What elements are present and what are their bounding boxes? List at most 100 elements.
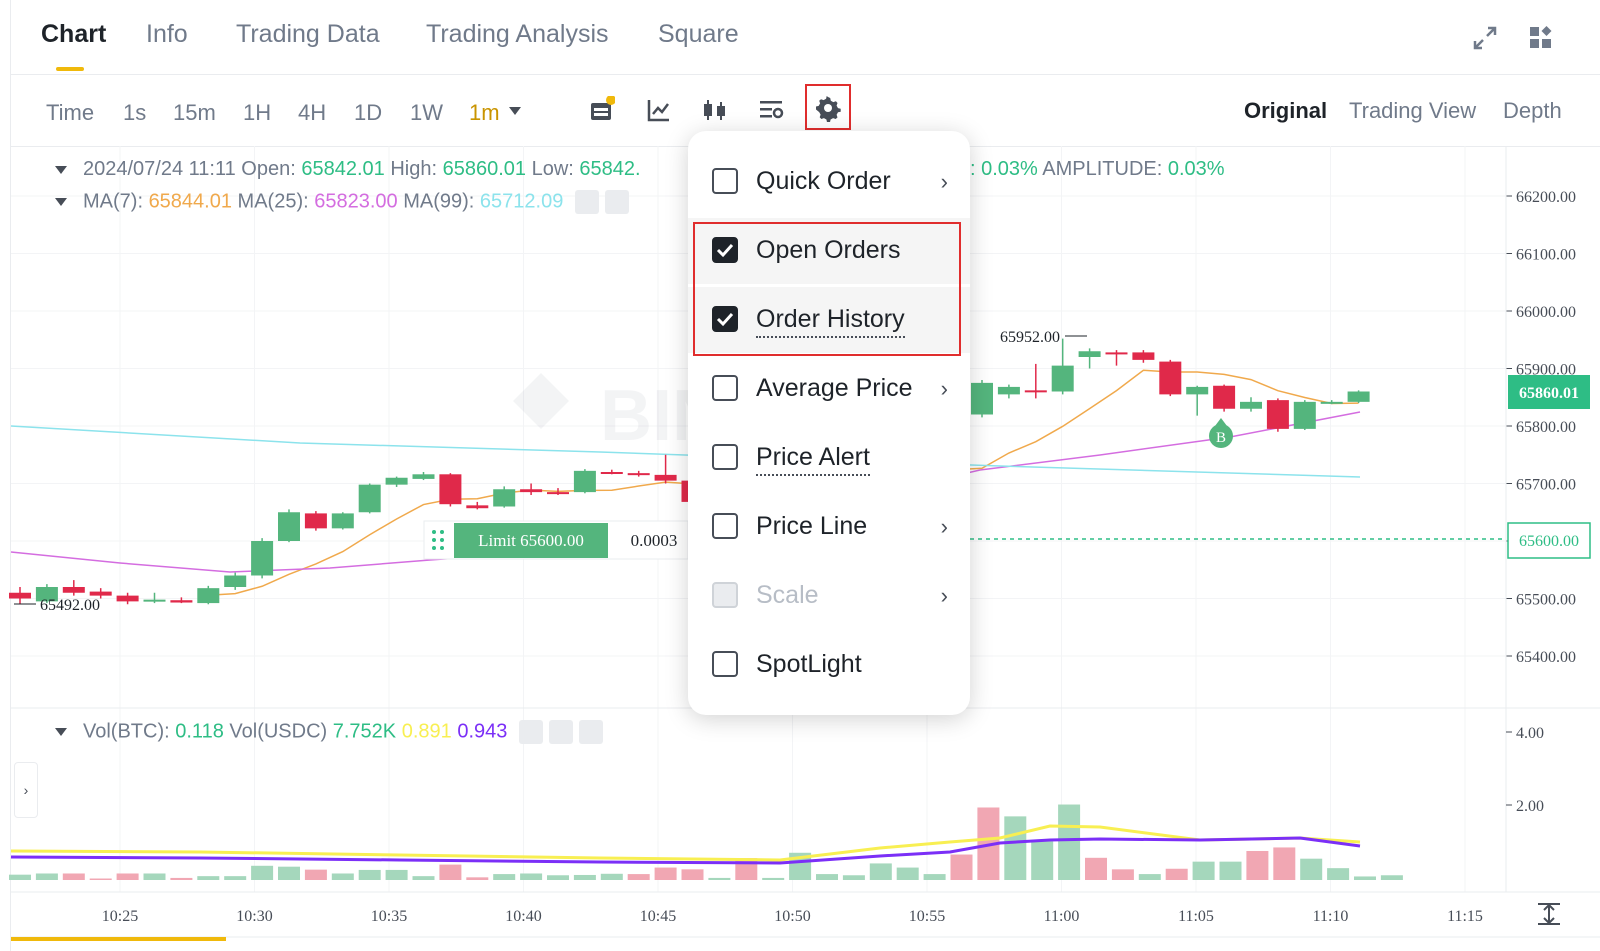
limit-order-qty: 0.0003: [631, 531, 678, 550]
candle-body: [1213, 385, 1236, 409]
candle-body: [224, 575, 247, 587]
menu-item-average-price[interactable]: Average Price ›: [688, 356, 970, 422]
view-depth[interactable]: Depth: [1503, 98, 1562, 123]
volume-bar: [35, 873, 58, 880]
tab-chart[interactable]: Chart: [41, 20, 107, 48]
close-icon[interactable]: [578, 720, 603, 744]
candle-body: [1240, 401, 1262, 409]
timeframe-4h[interactable]: 4H: [298, 100, 327, 125]
tab-info[interactable]: Info: [146, 20, 188, 48]
calendar-icon[interactable]: [587, 96, 615, 124]
expand-panel-button[interactable]: ›: [14, 762, 38, 818]
timeframe-1d[interactable]: 1D: [354, 100, 383, 125]
candle-body: [1159, 361, 1182, 395]
volume-bar: [547, 875, 569, 880]
collapse-triangle-icon[interactable]: [55, 165, 67, 174]
ma99-line: [10, 425, 1361, 478]
candlestick-type-icon[interactable]: [701, 96, 729, 124]
timeframe-dropdown-icon[interactable]: [509, 107, 521, 115]
limit-price-tag: [1507, 522, 1591, 559]
candle-body: [466, 505, 489, 509]
candle-body: [89, 591, 112, 596]
collapse-triangle-icon[interactable]: [55, 198, 67, 206]
price-tick-label: 65700.00: [1516, 477, 1576, 494]
candle-body: [1347, 391, 1370, 402]
timeframe-time[interactable]: Time: [46, 100, 95, 125]
volume-bar: [1380, 875, 1403, 880]
volume-bar: [816, 874, 838, 880]
menu-item-price-line[interactable]: Price Line ›: [688, 494, 970, 560]
candle-body: [1293, 401, 1316, 429]
menu-item-spotlight[interactable]: SpotLight: [688, 632, 970, 698]
gear-icon[interactable]: [814, 94, 842, 122]
price-tick-label: 65400.00: [1516, 649, 1576, 666]
volume-bar: [358, 869, 381, 880]
tab-square[interactable]: Square: [658, 20, 739, 48]
volume-bar: [600, 873, 623, 880]
volume-bar: [762, 877, 785, 880]
price-tick-label: 66200.00: [1516, 189, 1576, 206]
time-tick-label: 11:15: [1447, 908, 1483, 925]
timeframe-1s[interactable]: 1s: [123, 100, 147, 125]
scroll-progress-bar: [11, 937, 226, 941]
view-trading-view[interactable]: Trading View: [1349, 98, 1477, 123]
indicator-icon[interactable]: [645, 96, 673, 124]
high-marker-text: 65952.00: [1000, 329, 1060, 346]
menu-item-open-orders[interactable]: Open Orders: [688, 218, 970, 284]
low-marker-text: 65492.00: [40, 597, 100, 614]
tab-trading-data[interactable]: Trading Data: [236, 20, 380, 48]
volume-bar: [1111, 869, 1134, 880]
gear-icon[interactable]: [548, 720, 573, 744]
checkbox-checked[interactable]: [712, 237, 738, 263]
timeframe-selected[interactable]: 1m: [469, 100, 500, 125]
checkbox[interactable]: [712, 168, 738, 194]
candle-body: [251, 541, 274, 576]
collapse-triangle-icon[interactable]: [55, 728, 67, 736]
checkbox[interactable]: [712, 513, 738, 539]
volume-bar: [62, 873, 85, 880]
candle-body: [1132, 352, 1155, 360]
timeframe-15m[interactable]: 15m: [173, 100, 216, 125]
view-original[interactable]: Original: [1244, 98, 1328, 123]
checkbox[interactable]: [712, 375, 738, 401]
tab-trading-analysis[interactable]: Trading Analysis: [426, 20, 609, 48]
time-tick-label: 10:45: [640, 908, 676, 925]
checkbox[interactable]: [712, 651, 738, 677]
candle-body: [412, 474, 435, 479]
menu-item-price-alert[interactable]: Price Alert: [688, 425, 970, 491]
price-chart[interactable]: BINANCE 10:2510:3010:3510:4010:4510:5010…: [0, 146, 1600, 951]
menu-item-order-history[interactable]: Order History: [688, 287, 970, 353]
eye-icon[interactable]: [574, 190, 599, 214]
volume-ma1-line: [10, 824, 1361, 862]
menu-item-scale: Scale ›: [688, 563, 970, 629]
layout-grid-icon[interactable]: [1527, 24, 1555, 52]
gear-icon[interactable]: [604, 190, 629, 214]
time-tick-label: 10:35: [371, 908, 407, 925]
timeframe-1h[interactable]: 1H: [243, 100, 272, 125]
fit-axis-icon: [1538, 903, 1560, 925]
time-tick-label: 10:30: [236, 908, 272, 925]
volume-bar: [708, 877, 731, 880]
volume-bar: [1165, 868, 1188, 880]
menu-item-label: Open Orders: [756, 236, 901, 264]
volume-bar: [1246, 850, 1269, 880]
ma-legend: MA(7): 65844.01 MA(25): 65823.00 MA(99):…: [55, 190, 629, 214]
volume-bar: [923, 874, 946, 880]
volume-bar: [573, 874, 596, 880]
menu-item-quick-order[interactable]: Quick Order ›: [688, 149, 970, 215]
timeframe-1w[interactable]: 1W: [410, 100, 443, 125]
menu-item-label: Scale: [756, 581, 819, 609]
ohlc-legend: 2024/07/24 11:11 Open: 65842.01 High: 65…: [55, 158, 641, 181]
candle-body: [385, 477, 408, 485]
buy-marker-icon: B: [1209, 418, 1233, 448]
active-tab-indicator: [56, 67, 84, 71]
checkbox-checked[interactable]: [712, 306, 738, 332]
fullscreen-icon[interactable]: [1471, 24, 1499, 52]
time-tick-label: 10:55: [909, 908, 945, 925]
check-icon: [716, 243, 734, 258]
chart-settings-list-icon[interactable]: [757, 96, 785, 124]
checkbox[interactable]: [712, 444, 738, 470]
eye-icon[interactable]: [518, 720, 543, 744]
menu-item-label: Quick Order: [756, 167, 891, 195]
volume-bar: [89, 878, 112, 880]
